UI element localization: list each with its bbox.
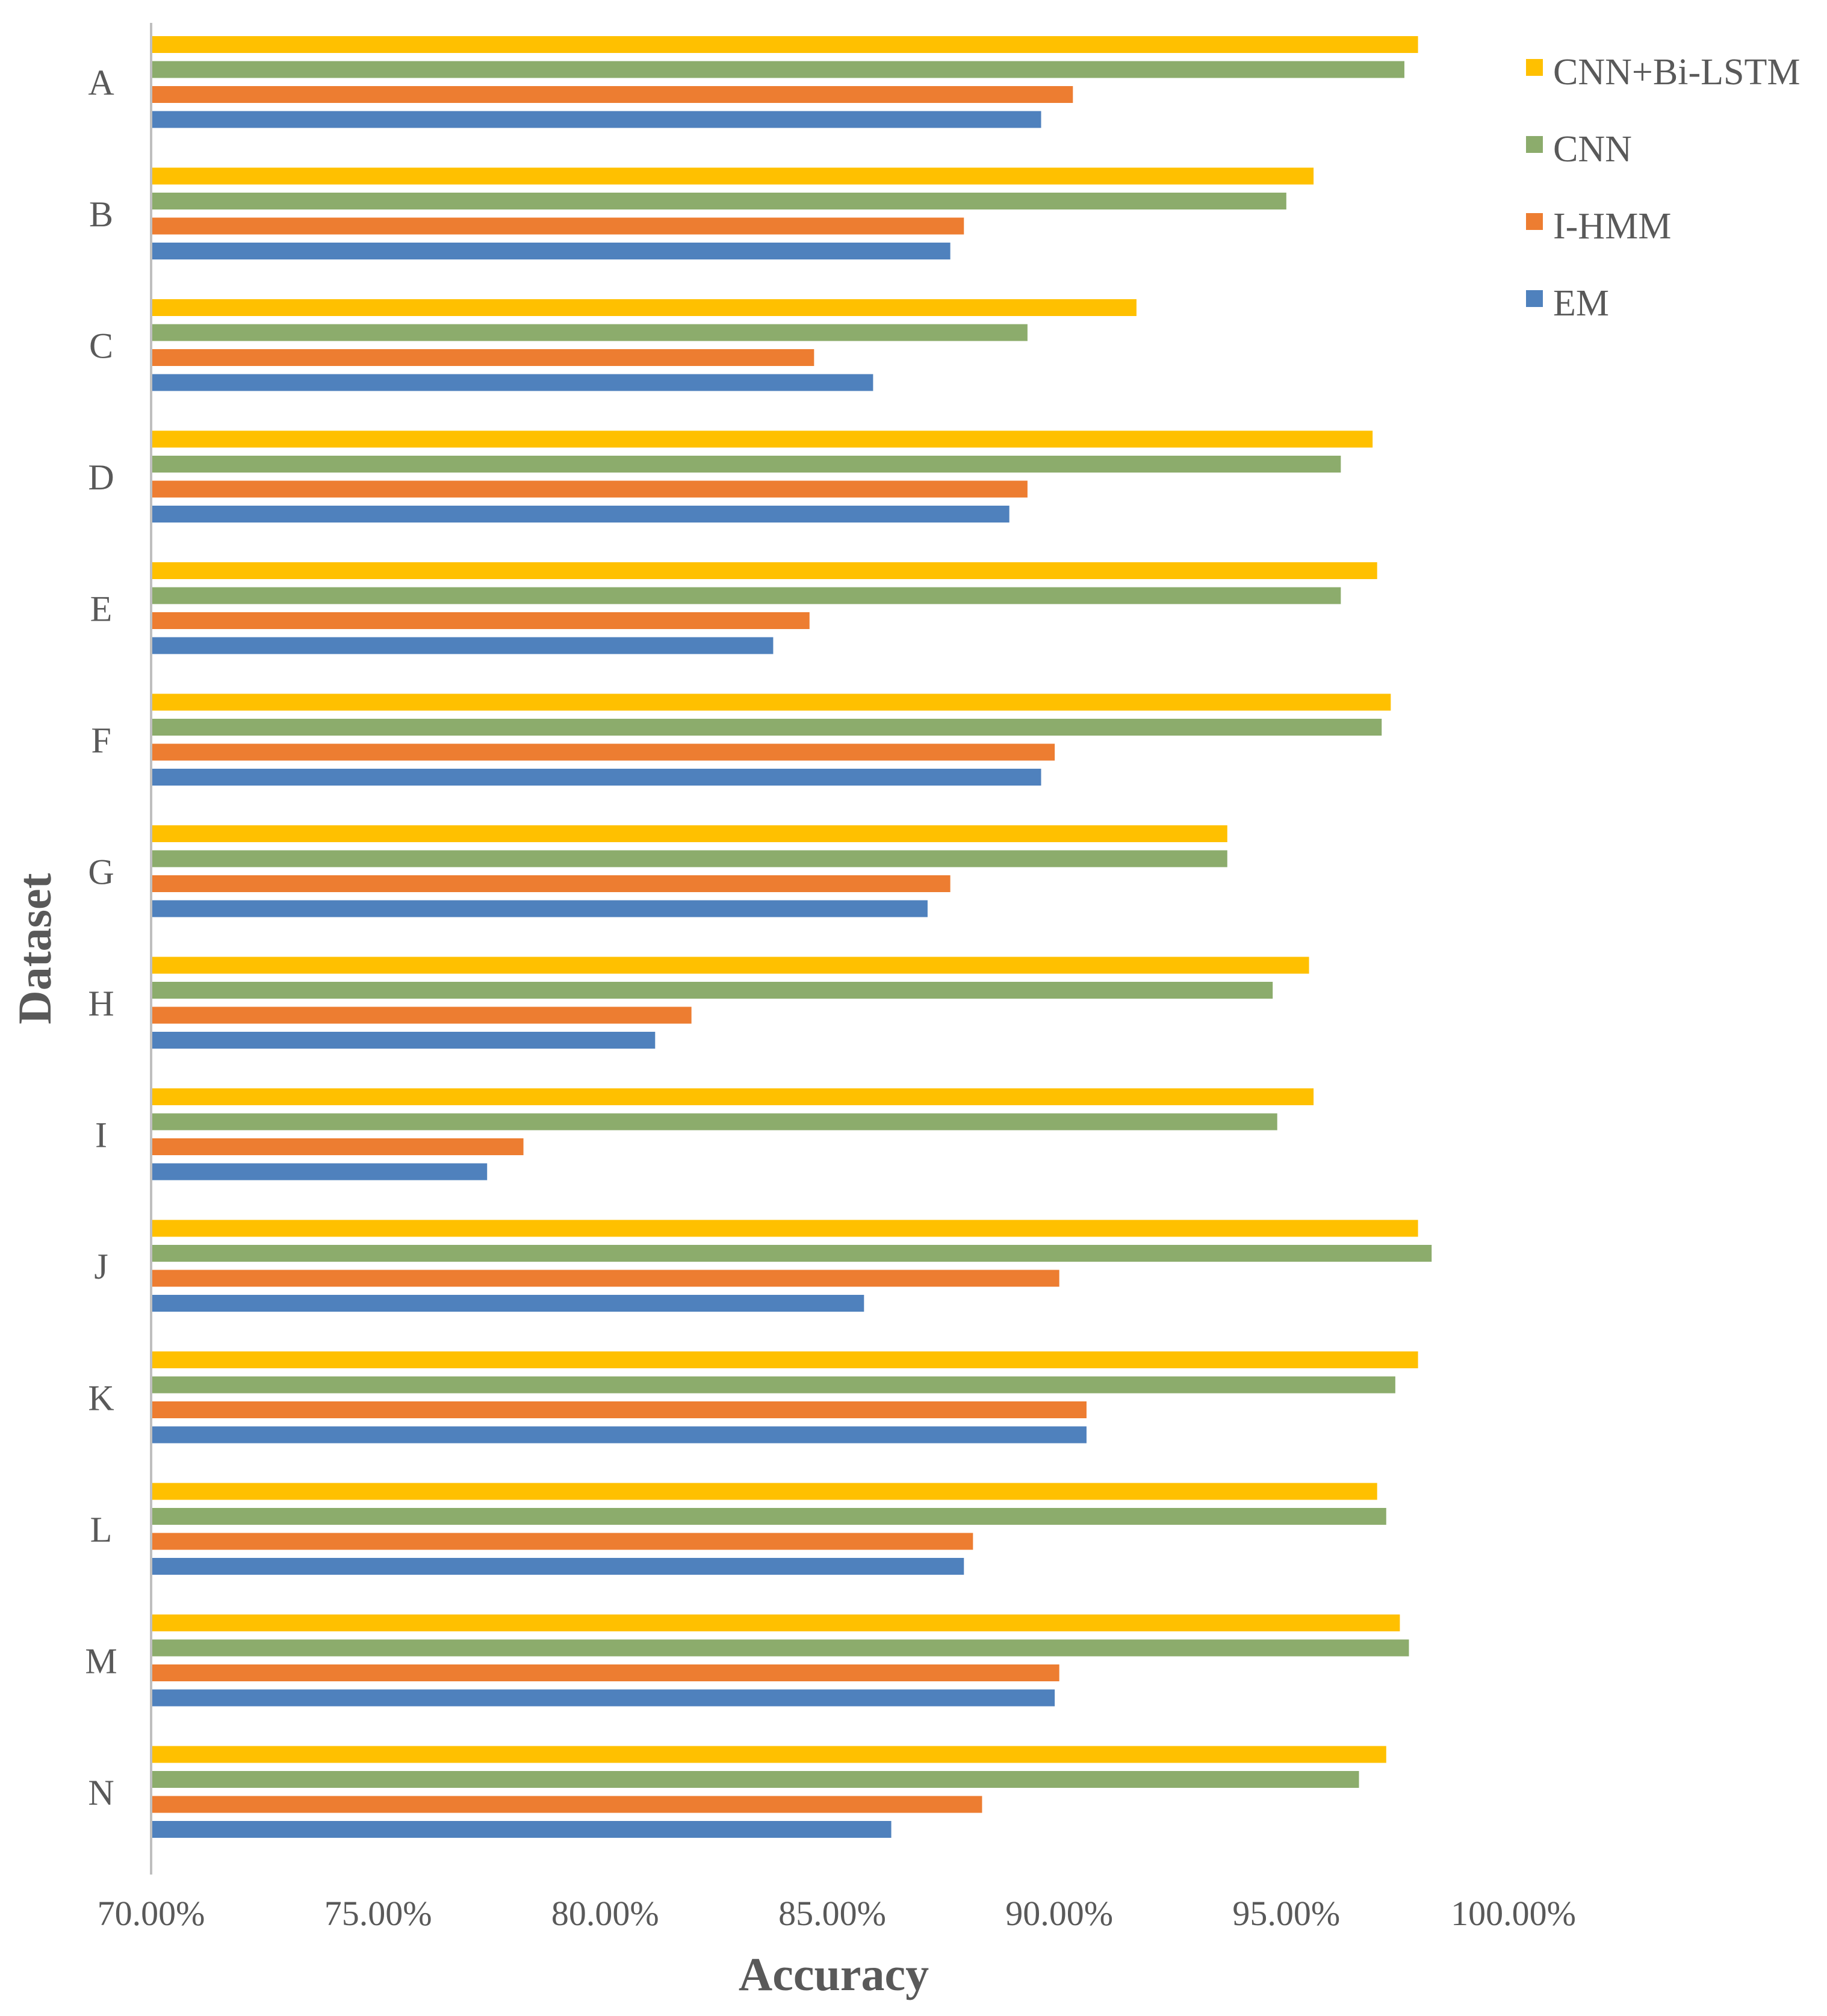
bar-G-em bbox=[151, 900, 928, 917]
x-tick-label: 70.00% bbox=[98, 1894, 205, 1933]
bar-B-em bbox=[151, 243, 951, 259]
category-label-C: C bbox=[89, 326, 113, 365]
category-label-B: B bbox=[89, 194, 113, 234]
bar-B-cnn-bi-lstm bbox=[151, 167, 1314, 185]
bar-K-i-hmm bbox=[151, 1401, 1087, 1418]
legend: CNN+Bi-LSTM CNN I-HMM EM bbox=[1526, 52, 1800, 324]
bar-H-i-hmm bbox=[151, 1006, 692, 1024]
category-label-K: K bbox=[88, 1378, 114, 1418]
bar-D-cnn bbox=[151, 456, 1341, 473]
bar-M-em bbox=[151, 1689, 1055, 1707]
bar-D-cnn-bi-lstm bbox=[151, 430, 1373, 448]
bar-F-cnn bbox=[151, 719, 1382, 736]
bar-G-cnn bbox=[151, 850, 1227, 867]
x-tick-label: 95.00% bbox=[1232, 1894, 1340, 1933]
x-tick-label: 80.00% bbox=[551, 1894, 659, 1933]
bar-E-i-hmm bbox=[151, 612, 810, 629]
legend-label-cnn: CNN bbox=[1553, 129, 1632, 170]
category-label-I: I bbox=[95, 1115, 107, 1155]
bar-E-em bbox=[151, 637, 774, 654]
bar-H-em bbox=[151, 1032, 656, 1049]
x-tick-label: 85.00% bbox=[778, 1894, 886, 1933]
category-label-N: N bbox=[88, 1773, 114, 1813]
y-axis-title: Dataset bbox=[8, 873, 61, 1024]
bar-N-em bbox=[151, 1821, 892, 1838]
bar-B-i-hmm bbox=[151, 217, 964, 235]
category-label-H: H bbox=[88, 984, 114, 1023]
bar-M-i-hmm bbox=[151, 1664, 1059, 1681]
bar-L-em bbox=[151, 1558, 964, 1575]
bar-D-i-hmm bbox=[151, 480, 1028, 498]
bar-F-em bbox=[151, 769, 1041, 786]
x-tick-label: 75.00% bbox=[324, 1894, 432, 1933]
category-label-M: M bbox=[85, 1641, 117, 1681]
bar-A-cnn bbox=[151, 61, 1404, 78]
legend-label-cnn-bi-lstm: CNN+Bi-LSTM bbox=[1553, 52, 1800, 93]
bar-K-cnn-bi-lstm bbox=[151, 1351, 1418, 1368]
bars-layer bbox=[151, 36, 1432, 1838]
bar-J-cnn-bi-lstm bbox=[151, 1220, 1418, 1237]
bar-C-cnn-bi-lstm bbox=[151, 299, 1137, 316]
legend-swatch-em bbox=[1526, 290, 1543, 307]
bar-I-em bbox=[151, 1163, 488, 1180]
x-axis-title: Accuracy bbox=[739, 1948, 929, 2000]
bar-H-cnn bbox=[151, 982, 1273, 999]
bar-K-cnn bbox=[151, 1376, 1395, 1394]
x-tick-labels: 70.00% 75.00% 80.00% 85.00% 90.00% 95.00% 100.… bbox=[98, 1894, 1576, 1933]
bar-M-cnn-bi-lstm bbox=[151, 1614, 1400, 1631]
bar-J-cnn bbox=[151, 1245, 1432, 1262]
legend-swatch-cnn bbox=[1526, 136, 1543, 153]
bar-A-cnn-bi-lstm bbox=[151, 36, 1418, 53]
legend-swatch-cnn-bi-lstm bbox=[1526, 59, 1543, 76]
bar-E-cnn-bi-lstm bbox=[151, 562, 1377, 579]
category-label-J: J bbox=[94, 1247, 108, 1286]
bar-G-i-hmm bbox=[151, 875, 951, 892]
legend-label-i-hmm: I-HMM bbox=[1553, 206, 1671, 247]
bar-L-cnn bbox=[151, 1508, 1386, 1525]
legend-label-em: EM bbox=[1553, 283, 1609, 324]
bar-C-i-hmm bbox=[151, 349, 814, 366]
category-label-L: L bbox=[90, 1510, 113, 1549]
bar-J-em bbox=[151, 1295, 864, 1312]
bar-C-cnn bbox=[151, 324, 1028, 341]
legend-swatch-i-hmm bbox=[1526, 213, 1543, 230]
bar-L-cnn-bi-lstm bbox=[151, 1483, 1377, 1500]
bar-I-cnn-bi-lstm bbox=[151, 1088, 1314, 1105]
bar-F-cnn-bi-lstm bbox=[151, 693, 1391, 711]
bar-E-cnn bbox=[151, 587, 1341, 604]
bar-K-em bbox=[151, 1426, 1087, 1444]
bar-L-i-hmm bbox=[151, 1533, 973, 1550]
bar-B-cnn bbox=[151, 193, 1286, 209]
bar-F-i-hmm bbox=[151, 743, 1055, 761]
bar-A-i-hmm bbox=[151, 86, 1073, 103]
bar-N-cnn bbox=[151, 1771, 1359, 1788]
category-labels: A B C D E F G H I J K L M N bbox=[85, 63, 117, 1813]
x-tick-label: 100.00% bbox=[1451, 1894, 1576, 1933]
category-label-E: E bbox=[90, 589, 113, 628]
bar-D-em bbox=[151, 506, 1010, 523]
bar-N-cnn-bi-lstm bbox=[151, 1746, 1386, 1763]
bar-G-cnn-bi-lstm bbox=[151, 825, 1227, 842]
bar-I-cnn bbox=[151, 1113, 1277, 1131]
category-label-D: D bbox=[88, 457, 114, 497]
category-label-A: A bbox=[88, 63, 114, 102]
bar-H-cnn-bi-lstm bbox=[151, 957, 1309, 974]
bar-M-cnn bbox=[151, 1639, 1409, 1657]
bar-J-i-hmm bbox=[151, 1270, 1059, 1287]
bar-C-em bbox=[151, 374, 873, 391]
x-tick-label: 90.00% bbox=[1005, 1894, 1113, 1933]
bar-I-i-hmm bbox=[151, 1138, 524, 1155]
bar-A-em bbox=[151, 111, 1041, 128]
bar-N-i-hmm bbox=[151, 1796, 982, 1813]
category-label-G: G bbox=[88, 852, 114, 892]
category-label-F: F bbox=[91, 721, 111, 760]
